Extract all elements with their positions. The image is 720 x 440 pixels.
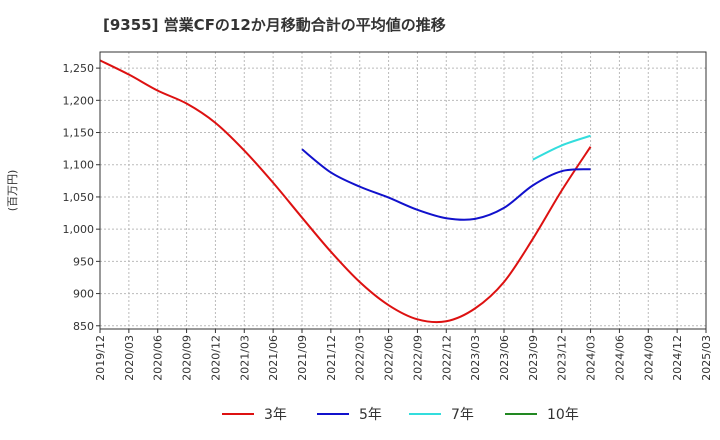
y-tick-label: 1,000 xyxy=(63,223,95,236)
y-tick-label: 900 xyxy=(73,288,94,301)
series-line-7年 xyxy=(532,134,591,161)
x-tick-label: 2022/06 xyxy=(383,335,396,381)
x-tick-label: 2023/03 xyxy=(469,335,482,381)
y-axis-label: (百万円) xyxy=(6,170,19,212)
grid-layer xyxy=(99,52,707,329)
x-tick-label: 2024/12 xyxy=(671,335,684,381)
x-tick-label: 2021/09 xyxy=(296,335,309,381)
y-tick-label: 1,150 xyxy=(63,127,95,140)
x-tick-label: 2022/09 xyxy=(411,335,424,381)
series-line-3年 xyxy=(99,59,592,324)
legend: 3年 5年 7年 10年 xyxy=(222,407,579,423)
x-tick-label: 2024/09 xyxy=(642,335,655,381)
plot-border xyxy=(99,51,707,330)
x-tick-label: 2023/09 xyxy=(527,335,540,381)
x-tick-label: 2024/03 xyxy=(585,335,598,381)
legend-label: 7年 xyxy=(451,407,474,423)
x-tick-label: 2021/03 xyxy=(238,335,251,381)
y-tick-label: 950 xyxy=(73,255,94,268)
x-tick-label: 2021/12 xyxy=(325,335,338,381)
x-tick-label: 2022/03 xyxy=(354,335,367,381)
x-tick-label: 2025/03 xyxy=(700,335,713,381)
y-tick-label: 850 xyxy=(73,320,94,333)
x-tick-label: 2023/06 xyxy=(498,335,511,381)
x-tick-label: 2022/12 xyxy=(440,335,453,381)
x-tick-label: 2019/12 xyxy=(94,335,107,381)
y-tick-label: 1,100 xyxy=(63,159,95,172)
y-tick-label: 1,200 xyxy=(63,94,95,107)
chart-title: [9355] 営業CFの12か月移動合計の平均値の推移 xyxy=(103,16,446,34)
y-tick-label: 1,050 xyxy=(63,191,95,204)
x-tick-label: 2020/06 xyxy=(152,335,165,381)
x-tick-label: 2020/09 xyxy=(181,335,194,381)
axis-layer: 850 900 950 1,000 1,050 1,100 1,150 1,200 1,250 2… xyxy=(6,51,713,381)
y-tick-label: 1,250 xyxy=(63,62,95,75)
x-tick-label: 2020/03 xyxy=(123,335,136,381)
x-tick-label: 2024/06 xyxy=(613,335,626,381)
series-line-5年 xyxy=(301,148,591,221)
x-tick-label: 2021/06 xyxy=(267,335,280,381)
x-tick-label: 2020/12 xyxy=(209,335,222,381)
legend-label: 3年 xyxy=(264,407,287,423)
series-layer xyxy=(99,59,592,324)
plot-area xyxy=(100,52,706,329)
legend-label: 10年 xyxy=(547,407,579,423)
legend-label: 5年 xyxy=(359,407,382,423)
x-tick-label: 2023/12 xyxy=(556,335,569,381)
